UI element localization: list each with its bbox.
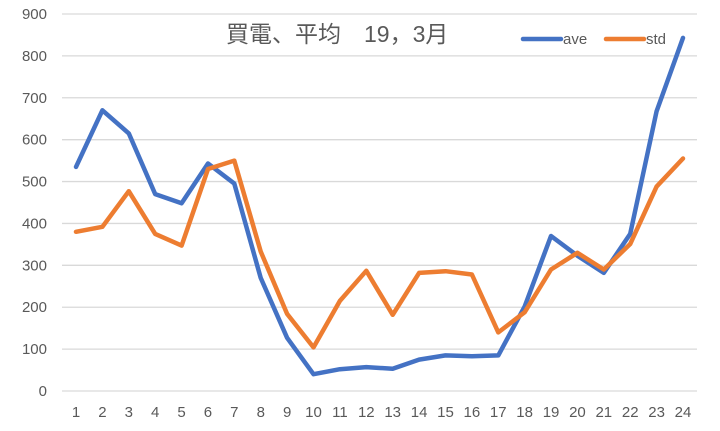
x-tick-label: 12: [358, 404, 375, 421]
x-tick-label: 18: [516, 404, 533, 421]
x-tick-label: 16: [464, 404, 481, 421]
x-tick-label: 22: [622, 404, 639, 421]
x-tick-label: 15: [437, 404, 454, 421]
y-axis-ticks: 0 100 200 300 400 500 600 700 800 900: [22, 6, 47, 400]
x-tick-label: 24: [675, 404, 692, 421]
series-lines: [73, 35, 686, 377]
x-tick-label: 20: [569, 404, 586, 421]
legend-label-std: std: [646, 31, 666, 48]
y-tick-label: 300: [22, 257, 47, 274]
x-tick-label: 13: [384, 404, 401, 421]
x-tick-label: 6: [204, 404, 212, 421]
legend-label-ave: ave: [563, 31, 587, 48]
series-line-ave: [73, 35, 686, 377]
x-tick-label: 1: [72, 404, 80, 421]
x-tick-label: 19: [543, 404, 560, 421]
x-tick-label: 10: [305, 404, 322, 421]
x-tick-label: 23: [648, 404, 665, 421]
x-tick-label: 2: [98, 404, 106, 421]
y-tick-label: 500: [22, 174, 47, 191]
y-tick-label: 100: [22, 341, 47, 358]
x-tick-label: 17: [490, 404, 507, 421]
y-tick-label: 0: [39, 383, 47, 400]
y-tick-label: 700: [22, 90, 47, 107]
y-tick-label: 600: [22, 132, 47, 149]
x-tick-label: 14: [411, 404, 428, 421]
y-tick-label: 400: [22, 215, 47, 232]
chart-title: 買電、平均 19，3月: [226, 21, 448, 47]
gridlines: [62, 13, 697, 392]
x-tick-label: 11: [332, 404, 348, 421]
series-line-std: [73, 156, 686, 350]
x-tick-label: 8: [257, 404, 265, 421]
x-tick-label: 21: [595, 404, 612, 421]
y-tick-label: 200: [22, 299, 47, 316]
x-axis-ticks: 1 2 3 4 5 6 7 8 9 10 11 12 13 14 15 16 17 18 19 20 21 22 23 24: [72, 404, 692, 421]
x-tick-label: 4: [151, 404, 159, 421]
x-tick-label: 3: [125, 404, 133, 421]
x-tick-label: 9: [283, 404, 291, 421]
y-tick-label: 800: [22, 48, 47, 65]
y-tick-label: 900: [22, 6, 47, 23]
legend: ave std: [520, 31, 666, 48]
x-tick-label: 5: [177, 404, 185, 421]
x-tick-label: 7: [230, 404, 238, 421]
